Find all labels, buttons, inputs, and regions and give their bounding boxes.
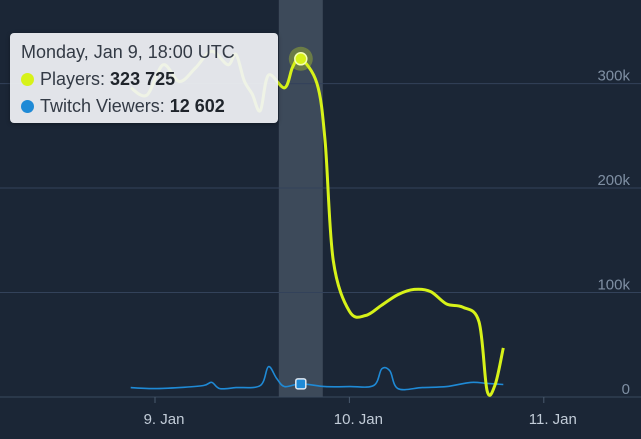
y-tick-label: 200k (597, 172, 630, 189)
y-tick-label: 300k (597, 68, 630, 85)
y-axis-ticks: 300k 200k 100k 0 (597, 68, 630, 398)
y-tick-label: 0 (622, 381, 630, 398)
tooltip-players-value: 323 725 (110, 69, 176, 89)
twitch-legend-dot (21, 100, 34, 113)
hover-highlight-band (278, 0, 323, 397)
players-marker (294, 52, 308, 66)
y-tick-label: 100k (597, 277, 630, 294)
tooltip-header: Monday, Jan 9, 18:00 UTC (21, 42, 235, 62)
players-legend-dot (21, 73, 34, 86)
tooltip-twitch-value: 12 602 (169, 96, 225, 116)
twitch-marker (295, 378, 307, 390)
tooltip-players-name: Players (40, 69, 101, 89)
x-tick-label: 10. Jan (334, 411, 383, 428)
tooltip-twitch-name: Twitch Viewers (40, 96, 160, 116)
x-tick-label: 9. Jan (144, 411, 185, 428)
x-axis-ticks: 9. Jan 10. Jan 11. Jan (144, 397, 577, 428)
tooltip-row-players: Players: 323 725 (21, 66, 267, 93)
hover-markers (288, 46, 313, 390)
x-tick-label: 11. Jan (529, 411, 577, 428)
tooltip-row-twitch: Twitch Viewers: 12 602 (21, 93, 267, 120)
hover-tooltip: Monday, Jan 9, 18:00 UTC Players: 323 72… (10, 33, 278, 123)
